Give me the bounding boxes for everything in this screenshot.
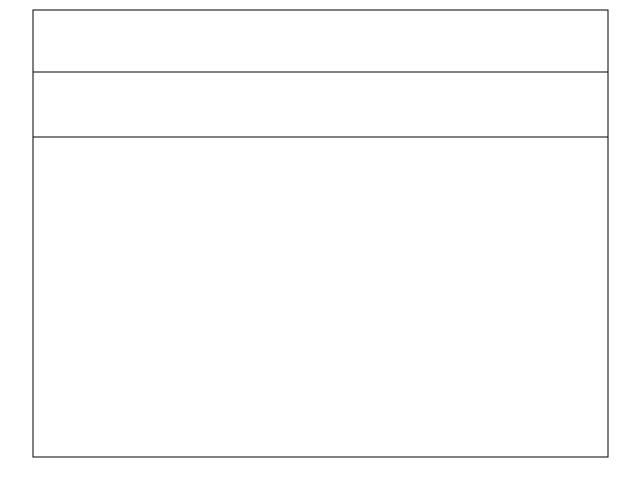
broker-panel-frame (32, 9, 609, 73)
price-panel-frame (32, 136, 609, 458)
trades-panel-frame (32, 71, 609, 138)
